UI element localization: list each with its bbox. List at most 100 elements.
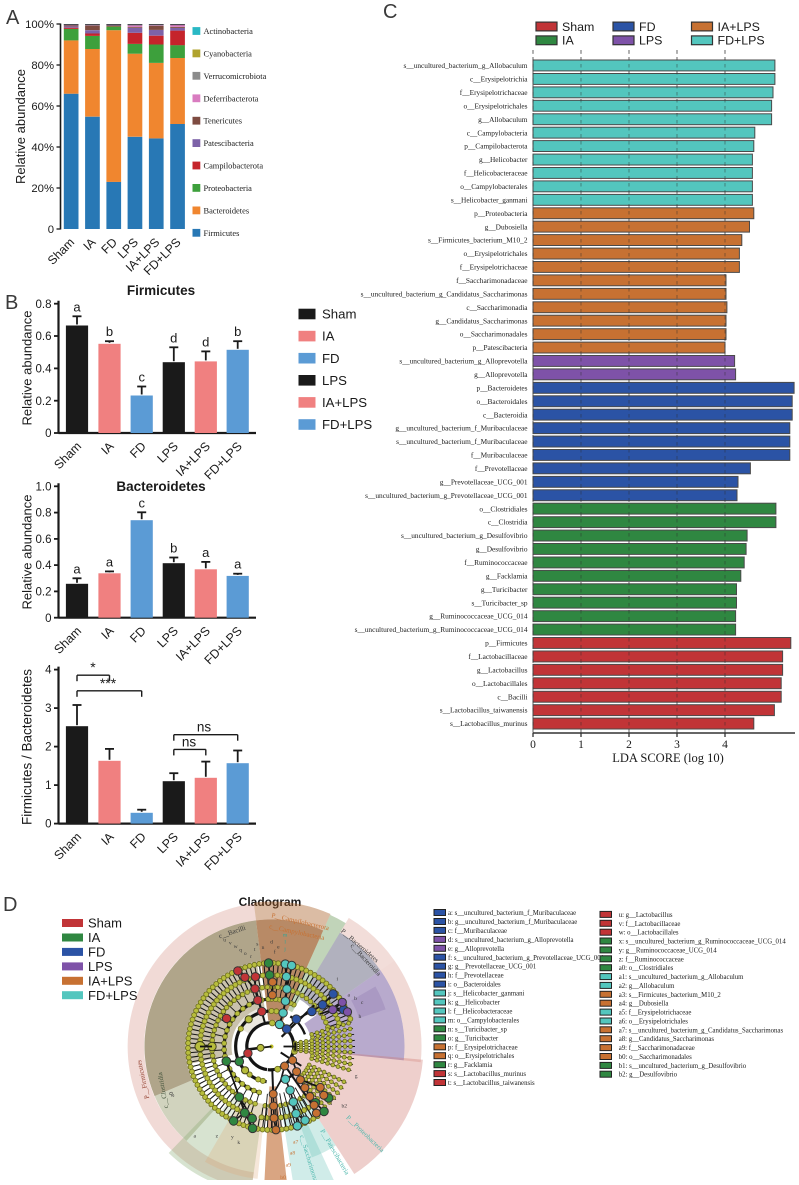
svg-text:o__Erysipelotrichales: o__Erysipelotrichales [463,101,527,110]
svg-text:g__Desulfovibrio: g__Desulfovibrio [476,545,528,554]
svg-text:g__Turicibacter: g__Turicibacter [481,585,528,594]
svg-text:1: 1 [45,780,51,792]
svg-text:j: s__Helicobacter_ganmani: j: s__Helicobacter_ganmani [447,991,525,998]
svg-text:c__Erysipelotrichia: c__Erysipelotrichia [470,75,528,84]
svg-text:a0: o__Clostridiales: a0: o__Clostridiales [619,965,674,972]
svg-text:k: g__Helicobacter: k: g__Helicobacter [448,1000,501,1007]
svg-text:o__Erysipelotrichales: o__Erysipelotrichales [463,249,527,258]
svg-text:Tenericutes: Tenericutes [204,117,242,126]
svg-text:***: *** [100,675,117,691]
svg-text:x: s__uncultured_bacterium_g_R: x: s__uncultured_bacterium_g_Ruminococca… [619,939,787,946]
svg-text:s__uncultured_bacterium_f_Muri: s__uncultured_bacterium_f_Muribaculaceae [396,437,527,446]
svg-text:s__Helicobacter_ganmani: s__Helicobacter_ganmani [451,195,528,204]
svg-text:0.6: 0.6 [36,331,52,343]
svg-text:f__Erysipelotrichaceae: f__Erysipelotrichaceae [460,88,528,97]
svg-text:ns: ns [182,735,197,750]
svg-text:g__Dubosiella: g__Dubosiella [485,222,529,231]
svg-text:a: a [202,545,210,560]
svg-text:o__Saccharimonadales: o__Saccharimonadales [460,330,528,339]
svg-text:1.0: 1.0 [36,481,52,493]
svg-text:Sham: Sham [88,916,122,931]
svg-text:h: h [359,1014,362,1020]
svg-text:p__Campilobacterota: p__Campilobacterota [464,142,528,151]
svg-text:n: n [262,945,265,951]
svg-text:v: v [229,941,232,947]
svg-text:g__Candidatus_Saccharimonas: g__Candidatus_Saccharimonas [435,316,527,325]
svg-text:a6: o__Erysipelotrichales: a6: o__Erysipelotrichales [619,1018,689,1025]
svg-text:p__Bacteroidetes: p__Bacteroidetes [477,383,528,392]
svg-text:b: b [234,324,241,339]
svg-text:a: a [106,554,114,569]
svg-text:Relative abundance: Relative abundance [13,69,28,184]
svg-text:0.4: 0.4 [36,560,53,572]
svg-text:c__Bacilli: c__Bacilli [497,692,527,701]
svg-text:p__Patescibacteria: p__Patescibacteria [472,343,528,352]
svg-text:IA: IA [322,329,335,344]
svg-text:FD+LPS: FD+LPS [88,988,138,1003]
svg-text:2: 2 [45,742,51,754]
svg-text:Deferribacterota: Deferribacterota [204,94,259,103]
svg-text:LPS: LPS [322,373,347,388]
svg-text:f__Muribaculaceae: f__Muribaculaceae [471,451,528,460]
svg-text:*: * [90,659,96,675]
svg-text:l: f__Helicobacteraceae: l: f__Helicobacteraceae [448,1008,512,1015]
svg-text:a3: s__Firmicutes_bacterium_M1: a3: s__Firmicutes_bacterium_M10_2 [619,992,722,999]
svg-text:s__uncultured_bacterium_g_Desu: s__uncultured_bacterium_g_Desulfovibrio [401,531,528,540]
svg-text:0.4: 0.4 [36,363,53,375]
svg-text:z: f__Ruminococcaceae: z: f__Ruminococcaceae [619,956,684,963]
svg-text:a: a [73,561,81,576]
svg-text:a: a [234,557,242,572]
svg-text:h: f__Prevotellaceae: h: f__Prevotellaceae [448,973,504,980]
svg-text:A: A [6,7,20,29]
svg-text:80%: 80% [31,60,54,72]
svg-text:Campilobacterota: Campilobacterota [204,162,264,171]
svg-text:Patescibacteria: Patescibacteria [204,139,255,148]
svg-text:f__Prevotellaceae: f__Prevotellaceae [475,464,528,473]
svg-text:o__Campylobacterales: o__Campylobacterales [460,182,527,191]
svg-text:c__Bacteroidia: c__Bacteroidia [483,410,528,419]
svg-text:p__Proteobacteria: p__Proteobacteria [474,209,528,218]
svg-text:a7: s__uncultured_bacterium_g_: a7: s__uncultured_bacterium_g_Candidatus… [619,1027,784,1034]
svg-text:Sham: Sham [322,307,356,322]
svg-text:o: o [244,951,247,957]
svg-text:q: q [239,947,242,953]
svg-text:b2: g__Desulfovibrio: b2: g__Desulfovibrio [619,1072,678,1079]
svg-text:i: o__Bacteroidales: i: o__Bacteroidales [448,982,501,989]
svg-text:f: s__uncultured_bacterium_g_P: f: s__uncultured_bacterium_g_Prevotellac… [448,955,604,962]
svg-text:Bacteroidetes: Bacteroidetes [116,479,205,494]
svg-text:j: j [283,946,286,952]
svg-text:m: o__Campylobacterales: m: o__Campylobacterales [448,1017,520,1024]
svg-text:FD+LPS: FD+LPS [322,417,372,432]
svg-text:f__Helicobacteraceae: f__Helicobacteraceae [464,169,528,178]
svg-text:a7: a7 [293,1140,298,1146]
svg-text:p: f__Erysipelotrichaceae: p: f__Erysipelotrichaceae [448,1044,518,1051]
svg-text:40%: 40% [31,142,54,154]
svg-text:n: s__Turicibacter_sp: n: s__Turicibacter_sp [448,1026,507,1033]
svg-text:g__Alloprevotella: g__Alloprevotella [474,370,528,379]
svg-text:s__uncultured_bacterium_g_Rumi: s__uncultured_bacterium_g_Ruminococcacea… [355,625,528,634]
svg-text:a9: f__Saccharimonadaceae: a9: f__Saccharimonadaceae [619,1045,695,1052]
svg-text:f: f [274,949,276,956]
svg-text:s__Turicibacter_sp: s__Turicibacter_sp [471,598,527,607]
svg-text:Cyanobacteria: Cyanobacteria [204,49,253,58]
svg-text:IA: IA [88,930,101,945]
svg-text:f__Erysipelotrichaceae: f__Erysipelotrichaceae [460,263,528,272]
svg-text:a8: g__Candidatus_Saccharimona: a8: g__Candidatus_Saccharimonas [619,1036,715,1043]
svg-text:LDA SCORE (log 10): LDA SCORE (log 10) [612,751,723,765]
svg-text:IA+LPS: IA+LPS [718,20,760,34]
svg-text:LPS: LPS [88,959,113,974]
svg-text:s__uncultured_bacterium_g_Prev: s__uncultured_bacterium_g_Prevotellaceae… [365,491,528,500]
svg-text:b2: b2 [342,1104,348,1110]
svg-text:3: 3 [45,703,51,715]
svg-text:a: a [73,299,81,314]
svg-text:b: b [354,996,357,1002]
svg-text:b1: s__uncultured_bacterium_g_: b1: s__uncultured_bacterium_g_Desulfovib… [619,1063,747,1070]
svg-text:c__Clostridia: c__Clostridia [488,518,528,527]
svg-text:0.8: 0.8 [36,508,52,520]
svg-text:r: g__Facklamia: r: g__Facklamia [448,1062,492,1069]
svg-text:o__Lactobacillales: o__Lactobacillales [472,679,528,688]
svg-text:g__Helicobacter: g__Helicobacter [479,155,528,164]
svg-text:g__Ruminococcaceae_UCG_014: g__Ruminococcaceae_UCG_014 [429,612,528,621]
svg-text:Firmicutes: Firmicutes [127,283,195,298]
svg-text:IA+LPS: IA+LPS [322,395,367,410]
